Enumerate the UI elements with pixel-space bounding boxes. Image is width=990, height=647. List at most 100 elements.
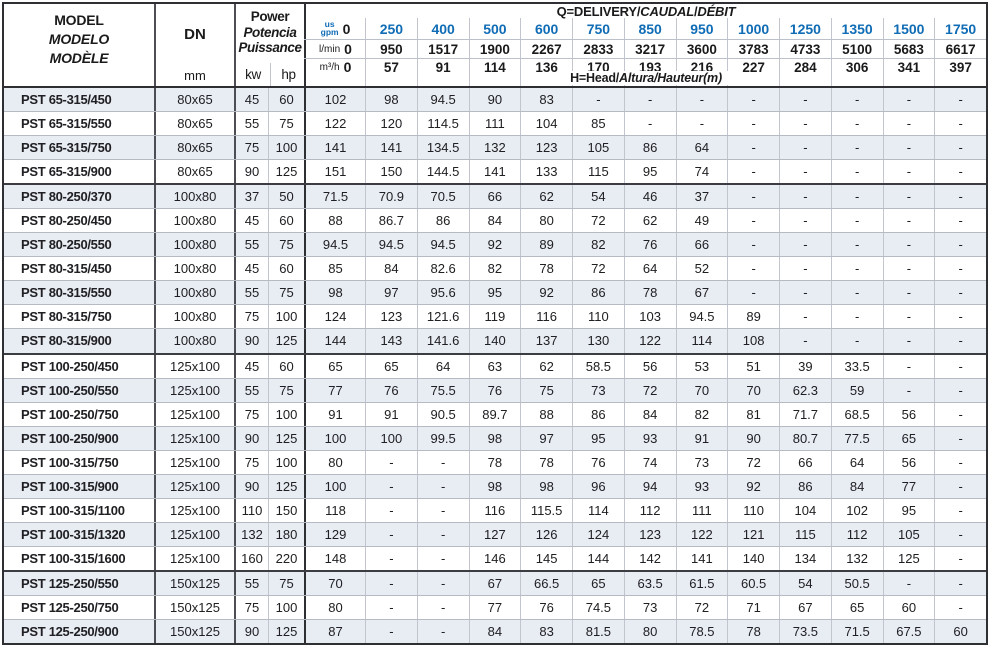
- lmin-cell: 1900: [468, 40, 521, 58]
- kw-cell: 132: [234, 522, 268, 546]
- head-cell: -: [675, 112, 728, 136]
- head-cell: 78: [727, 620, 779, 644]
- dn-cell: 125x100: [154, 402, 234, 426]
- lmin-cell: 5100: [830, 40, 883, 58]
- dn-unit-label: mm: [184, 68, 206, 83]
- head-cell: -: [830, 112, 883, 136]
- gpm-cell: us gpm 0: [304, 18, 365, 39]
- dn-cell: 125x100: [154, 354, 234, 378]
- head-cell: 97: [520, 426, 572, 450]
- head-cell: 93: [675, 474, 728, 498]
- lmin-value: 5100: [842, 41, 873, 57]
- head-cell: -: [727, 160, 779, 184]
- head-cell: 98: [304, 281, 365, 305]
- head-cell: 71.5: [830, 620, 883, 644]
- head-cell: -: [882, 257, 935, 281]
- head-cell: -: [882, 136, 935, 160]
- gpm-value: 500: [483, 20, 507, 37]
- hp-cell: 60: [268, 257, 304, 281]
- head-cell: 121.6: [416, 305, 469, 329]
- head-cell: 111: [675, 498, 728, 522]
- head-cell: 77: [304, 378, 365, 402]
- table-row: PST 100-315/900 125x100 90 125 100- -98 98 96 94…: [4, 473, 986, 498]
- power-header-cell: Power Potencia Puissance kw hp: [234, 4, 304, 86]
- m3h-cell: 397: [934, 59, 986, 75]
- head-cell: -: [830, 136, 883, 160]
- hp-cell: 220: [268, 546, 304, 570]
- head-cell: 92: [727, 474, 779, 498]
- gpm-value: 1250: [789, 20, 821, 37]
- head-cell: 66: [675, 233, 728, 257]
- head-cell: 80: [304, 450, 365, 474]
- head-cell: -: [830, 88, 883, 112]
- head-cell: -: [882, 571, 935, 595]
- head-cell: -: [882, 88, 935, 112]
- head-cell: 78: [520, 257, 572, 281]
- head-cell: 115: [779, 522, 831, 546]
- head-cell: 110: [727, 498, 779, 522]
- head-strip-cell: [520, 74, 572, 86]
- head-cell: -: [830, 233, 883, 257]
- head-cell: -: [623, 112, 676, 136]
- head-cell: 70: [675, 378, 728, 402]
- head-cell: 103: [623, 305, 676, 329]
- hp-cell: 75: [268, 571, 304, 595]
- power-unit-hp: hp: [270, 63, 306, 86]
- head-cell: 143: [365, 329, 417, 353]
- head-cell: 140: [727, 546, 779, 570]
- head-cell: -: [416, 571, 469, 595]
- head-cell: 72: [675, 595, 728, 620]
- head-cell: 80: [520, 209, 572, 233]
- gpm-cell: 850: [623, 18, 676, 39]
- head-cell: -: [882, 281, 935, 305]
- head-cell: 92: [520, 281, 572, 305]
- head-cell: -: [416, 595, 469, 620]
- head-cell: -: [882, 378, 935, 402]
- head-cell: 98: [468, 474, 521, 498]
- kw-cell: 75: [234, 402, 268, 426]
- head-cell: 141: [365, 136, 417, 160]
- head-cell: -: [934, 546, 986, 570]
- hp-cell: 75: [268, 378, 304, 402]
- head-strip-cell: [365, 74, 417, 86]
- head-cell: -: [830, 257, 883, 281]
- head-cell: 86: [779, 474, 831, 498]
- head-cell: 123: [520, 136, 572, 160]
- head-cell: 49: [675, 209, 728, 233]
- head-cell: 94.5: [416, 233, 469, 257]
- table-row: PST 100-315/1320 125x100 132 180 129- -127 126…: [4, 521, 986, 546]
- head-cell: -: [572, 88, 624, 112]
- head-cell: -: [882, 209, 935, 233]
- head-cell: 100: [304, 474, 365, 498]
- head-cell: 129: [304, 522, 365, 546]
- head-cell: 89: [520, 233, 572, 257]
- head-cell: 85: [572, 112, 624, 136]
- lmin-cell: 4733: [779, 40, 831, 58]
- head-cell: -: [779, 257, 831, 281]
- head-cell: 102: [304, 88, 365, 112]
- head-cell: 96: [572, 474, 624, 498]
- head-cell: -: [934, 185, 986, 209]
- head-cell: 67: [779, 595, 831, 620]
- head-cell: 75: [520, 378, 572, 402]
- head-cell: 56: [882, 402, 935, 426]
- head-cell: 118: [304, 498, 365, 522]
- head-cell: 78: [623, 281, 676, 305]
- head-cell: -: [623, 88, 676, 112]
- dn-cell: 150x125: [154, 571, 234, 595]
- lmin-value: 3783: [738, 41, 769, 57]
- head-cell: 123: [623, 522, 676, 546]
- head-cell: -: [365, 450, 417, 474]
- head-strip-cell: [934, 74, 986, 86]
- head-cell: 91: [675, 426, 728, 450]
- m3h-unit-label: m³/h: [319, 61, 340, 73]
- lmin-cell: 6617: [934, 40, 986, 58]
- m3h-value: 57: [383, 59, 399, 75]
- head-cell: 141: [304, 136, 365, 160]
- head-cell: 133: [520, 160, 572, 184]
- gpm-unit-part: gpm: [320, 26, 339, 37]
- lmin-value: 2833: [583, 41, 614, 57]
- head-cell: 146: [468, 546, 521, 570]
- m3h-value: 397: [949, 59, 972, 75]
- head-cell: 114: [675, 329, 728, 353]
